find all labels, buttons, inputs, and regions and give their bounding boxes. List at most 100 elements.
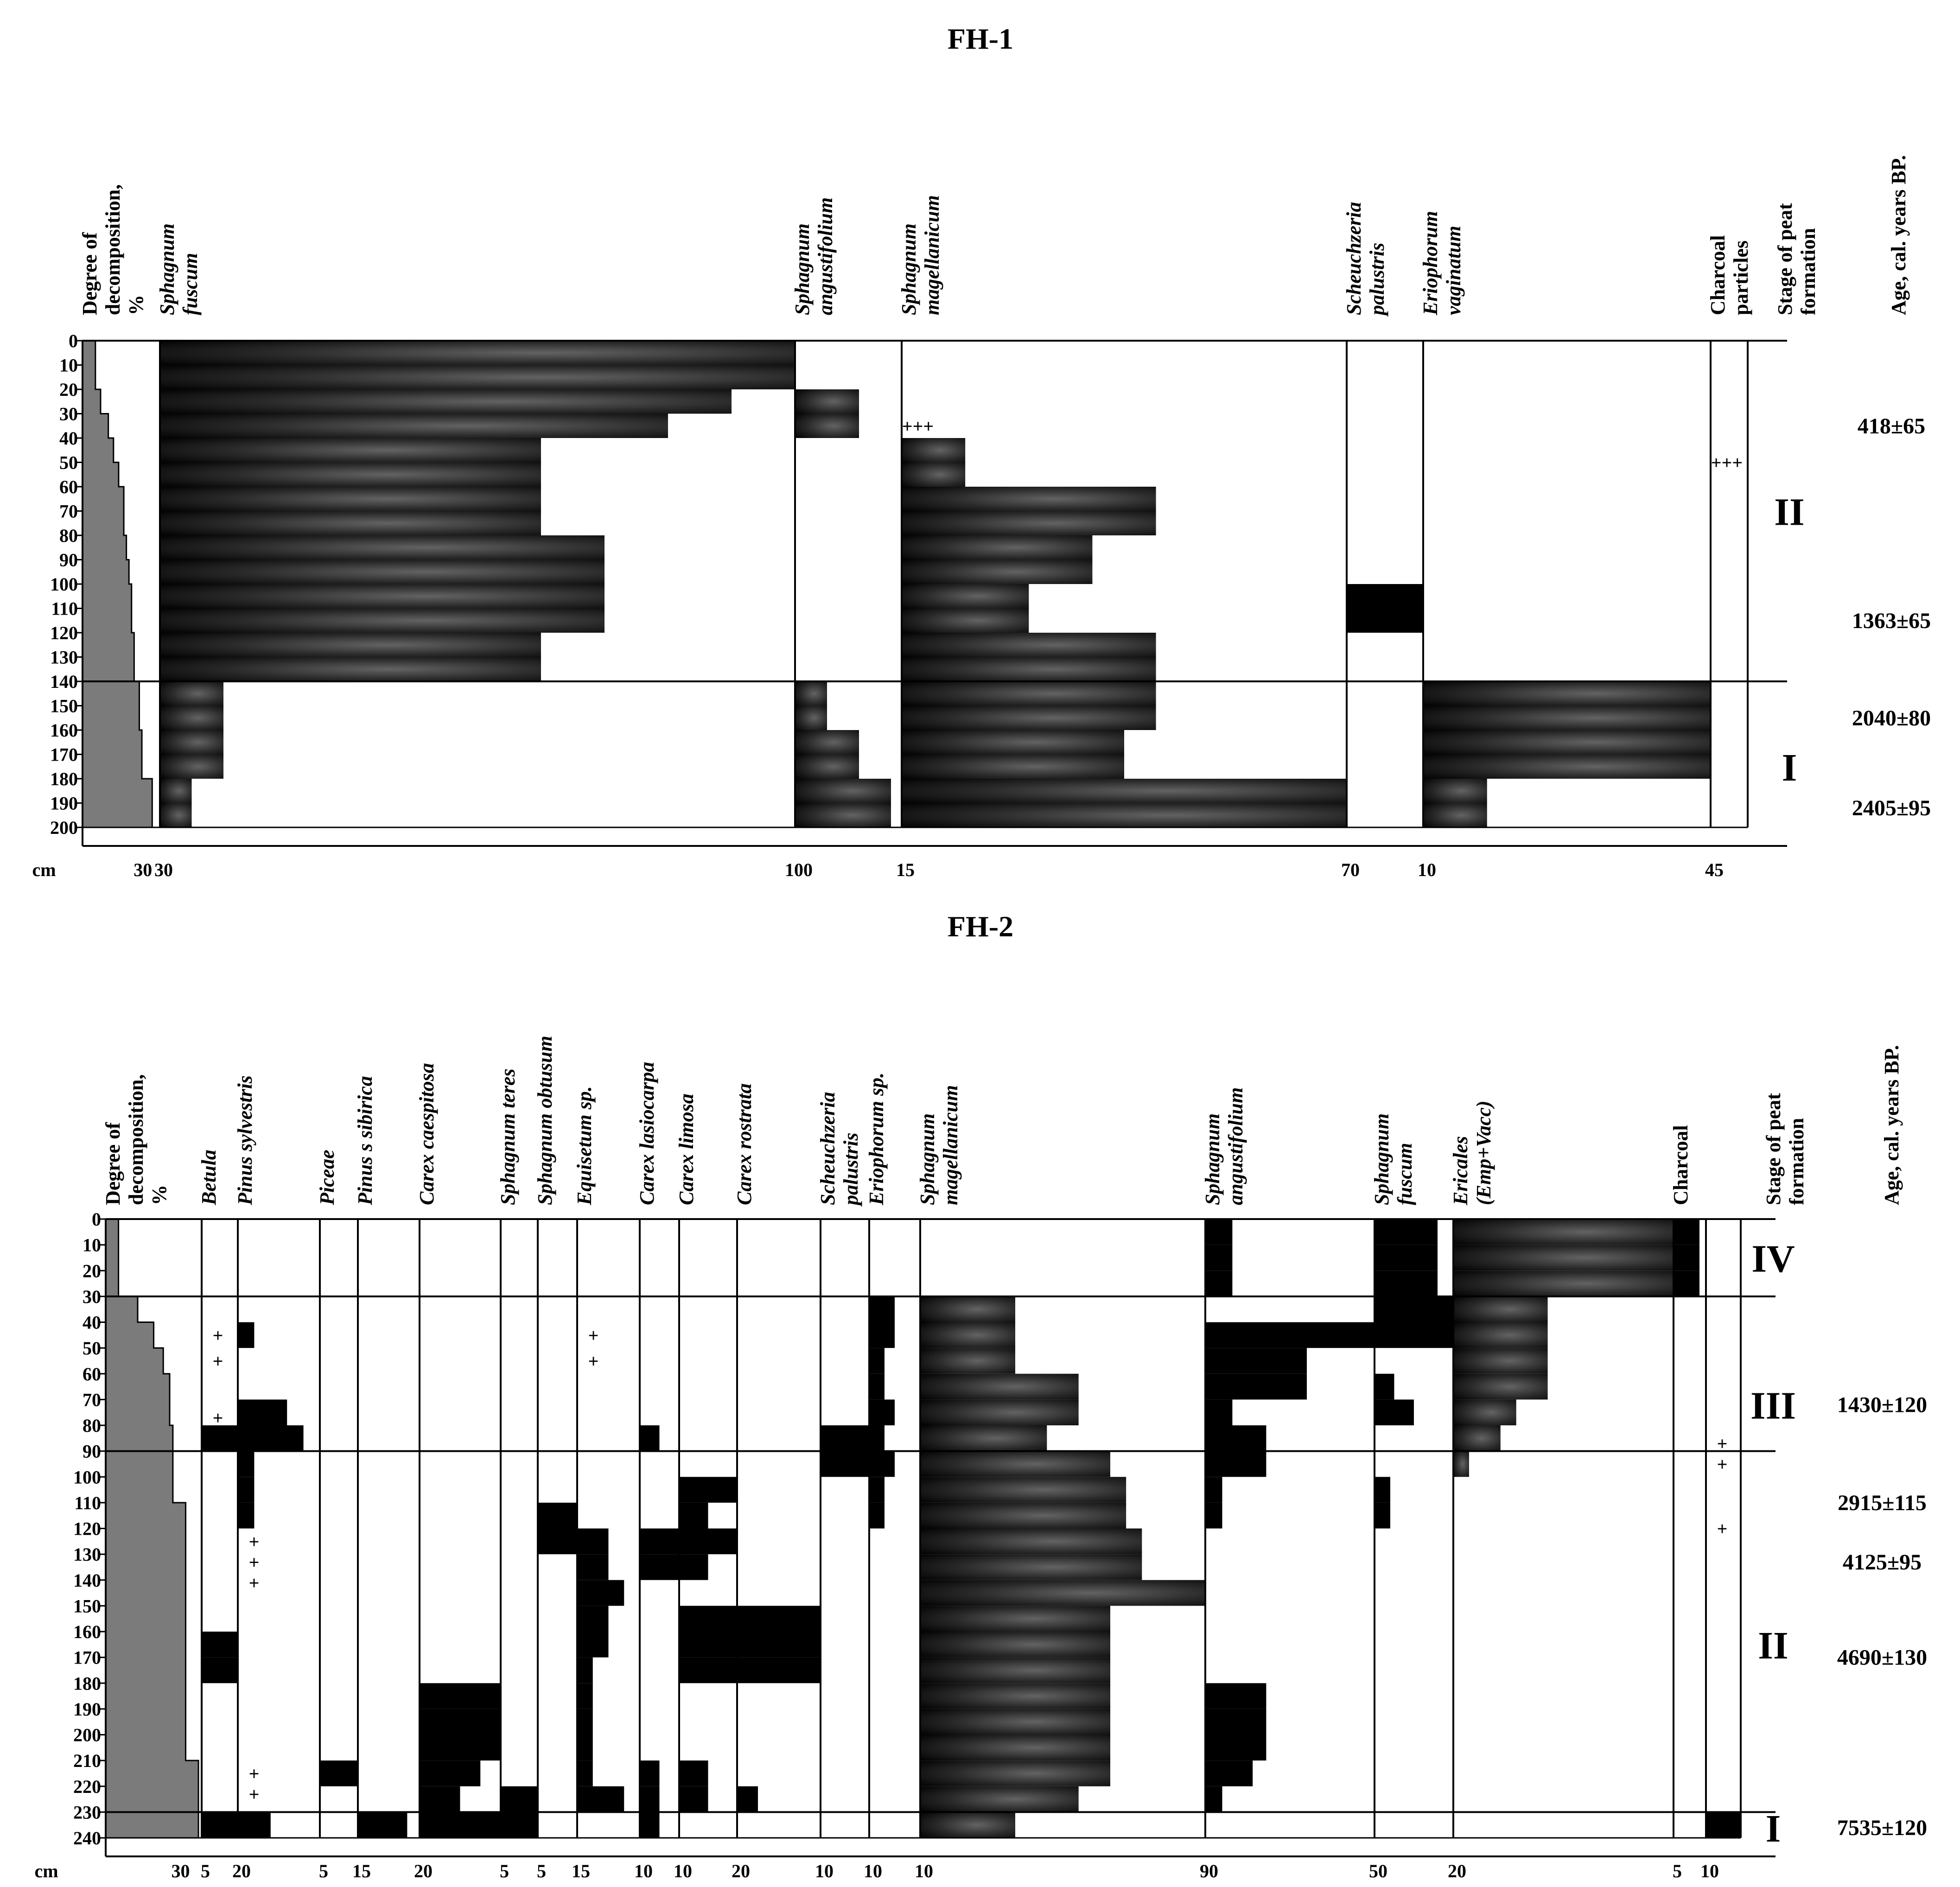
bar-smag-130 bbox=[920, 1554, 1142, 1580]
scale-label-bet: 5 bbox=[201, 1861, 210, 1881]
bar-sfus-100 bbox=[1375, 1477, 1390, 1503]
bar-sang-190 bbox=[1205, 1709, 1266, 1735]
scale-label-sfus: 50 bbox=[1369, 1861, 1387, 1881]
depth-tick-label: 180 bbox=[73, 1673, 101, 1694]
plus-marker: +++ bbox=[902, 416, 934, 437]
scale-label-decomp: 30 bbox=[171, 1861, 190, 1881]
bar-eric-70 bbox=[1453, 1399, 1516, 1425]
bar-sfus-160 bbox=[160, 730, 223, 755]
depth-tick-label: 180 bbox=[50, 769, 78, 789]
column-label-sfus: Sphagnumfuscum bbox=[156, 223, 202, 315]
column-label-smag: Sphagnummagellanicum bbox=[916, 1085, 962, 1205]
bar-smag-100 bbox=[920, 1477, 1126, 1503]
bar-sang-160 bbox=[795, 730, 859, 755]
depth-tick-label: 0 bbox=[92, 1209, 101, 1230]
bar-sang-220 bbox=[1205, 1786, 1222, 1812]
depth-tick-label: 120 bbox=[50, 623, 78, 643]
depth-tick-label: 100 bbox=[50, 574, 78, 595]
bar-smag-110 bbox=[902, 608, 1029, 633]
depth-tick-label: 190 bbox=[50, 793, 78, 814]
panel-title-fh1: FH-1 bbox=[948, 22, 1013, 55]
plus-marker: + bbox=[588, 1351, 599, 1372]
bar-eric-50 bbox=[1453, 1348, 1548, 1374]
stage-header: Stage of peatformation bbox=[1762, 1093, 1808, 1205]
age-label: 7535±120 bbox=[1837, 1816, 1927, 1840]
bar-bet-170 bbox=[202, 1657, 238, 1684]
depth-tick-label: 130 bbox=[73, 1544, 101, 1565]
bar-sobt-120 bbox=[538, 1528, 577, 1555]
bar-eric-30 bbox=[1453, 1296, 1548, 1322]
bar-clim-170 bbox=[679, 1657, 737, 1684]
bar-eric-20 bbox=[1453, 1271, 1674, 1296]
scale-label-sch: 70 bbox=[1341, 859, 1360, 880]
stage-label-IV: IV bbox=[1751, 1237, 1795, 1280]
bar-eqs-120 bbox=[577, 1528, 609, 1555]
bar-sang-70 bbox=[1205, 1399, 1233, 1425]
plus-marker: + bbox=[213, 1351, 223, 1372]
bar-smag-80 bbox=[920, 1425, 1047, 1451]
bar-erisp-60 bbox=[869, 1373, 885, 1400]
bar-smag-120 bbox=[902, 633, 1156, 657]
bar-smag-210 bbox=[920, 1760, 1110, 1786]
bar-sang-200 bbox=[1205, 1735, 1266, 1761]
bar-smag-160 bbox=[902, 730, 1124, 755]
depth-tick-label: 150 bbox=[50, 696, 78, 717]
bar-sfus-70 bbox=[160, 511, 541, 535]
plus-marker: + bbox=[249, 1572, 260, 1593]
bar-sfus-190 bbox=[160, 803, 192, 827]
bar-sfus-30 bbox=[1375, 1296, 1453, 1322]
column-label-sfus: Sphagnumfuscum bbox=[1370, 1113, 1416, 1205]
bar-smag-100 bbox=[902, 584, 1029, 609]
bar-clim-110 bbox=[679, 1502, 708, 1529]
bar-sfus-60 bbox=[160, 487, 541, 511]
bar-smag-40 bbox=[920, 1322, 1015, 1348]
column-label-char: Charcoal bbox=[1669, 1125, 1692, 1205]
bar-sang-170 bbox=[795, 754, 859, 779]
bar-psyl-40 bbox=[238, 1322, 255, 1348]
depth-tick-label: 90 bbox=[83, 1441, 101, 1462]
bar-psib-230 bbox=[358, 1812, 407, 1838]
bar-sch-110 bbox=[1347, 608, 1423, 633]
plus-marker: + bbox=[249, 1784, 260, 1804]
scale-label-smag: 10 bbox=[915, 1861, 933, 1881]
bar-sfus-50 bbox=[160, 462, 541, 487]
depth-tick-label: 190 bbox=[73, 1699, 101, 1720]
column-label-eric: Ericales(Emp+Vacc) bbox=[1449, 1101, 1495, 1206]
bar-sang-40 bbox=[1205, 1322, 1375, 1348]
bar-sang-0 bbox=[1205, 1219, 1233, 1245]
plus-marker: + bbox=[249, 1531, 260, 1552]
bar-clas-80 bbox=[640, 1425, 660, 1451]
bar-sfus-130 bbox=[160, 657, 541, 681]
scale-label-sobt: 5 bbox=[537, 1861, 546, 1881]
bar-sang-180 bbox=[795, 779, 891, 803]
bar-eqs-180 bbox=[577, 1683, 593, 1709]
bar-smag-110 bbox=[920, 1502, 1126, 1529]
stage-label-II: II bbox=[1774, 491, 1804, 534]
bar-clas-210 bbox=[640, 1760, 660, 1786]
column-label-decomp: Degree ofdecomposition,% bbox=[78, 184, 147, 315]
bar-clim-130 bbox=[679, 1554, 708, 1580]
scale-label-schp: 10 bbox=[815, 1861, 834, 1881]
age-label: 418±65 bbox=[1858, 414, 1925, 438]
depth-tick-label: 50 bbox=[83, 1338, 101, 1359]
stage-label-II: II bbox=[1758, 1624, 1788, 1667]
bar-smag-60 bbox=[920, 1373, 1079, 1400]
stage-label-I: I bbox=[1766, 1807, 1781, 1850]
bar-sang-50 bbox=[1205, 1348, 1307, 1374]
bar-clas-230 bbox=[640, 1812, 660, 1838]
bar-erisp-40 bbox=[869, 1322, 895, 1348]
bar-ccae-180 bbox=[420, 1683, 501, 1709]
bar-eri-140 bbox=[1423, 681, 1711, 706]
scale-label-ccae: 20 bbox=[414, 1861, 433, 1881]
depth-tick-label: 40 bbox=[83, 1312, 101, 1333]
column-label-sang: Sphagnumangustifolium bbox=[1201, 1087, 1247, 1205]
age-label: 4690±130 bbox=[1837, 1646, 1927, 1670]
depth-tick-label: 220 bbox=[73, 1776, 101, 1797]
bar-sang-150 bbox=[795, 705, 827, 730]
age-label: 2040±80 bbox=[1852, 706, 1931, 731]
bar-smag-90 bbox=[920, 1451, 1110, 1477]
bar-smag-200 bbox=[920, 1735, 1110, 1761]
depth-tick-label: 240 bbox=[73, 1828, 101, 1849]
bar-sfus-170 bbox=[160, 754, 223, 779]
bar-eqs-150 bbox=[577, 1606, 609, 1632]
